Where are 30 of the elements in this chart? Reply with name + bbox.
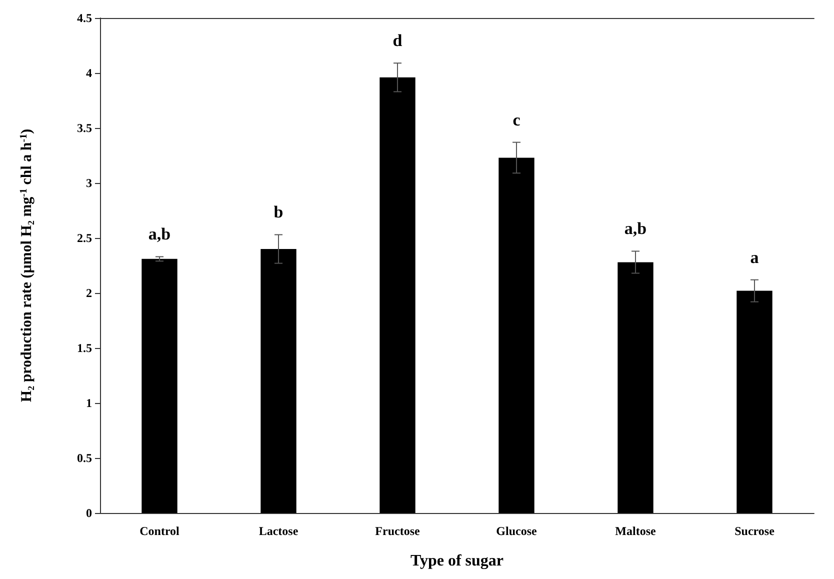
x-tick-label: Control (140, 524, 180, 538)
bar (498, 158, 534, 513)
annotation: d (392, 31, 403, 50)
x-tick-label: Maltose (615, 524, 656, 538)
y-tick-label: 2 (86, 286, 92, 300)
annotation: c (512, 110, 521, 130)
annotation: b (274, 202, 284, 222)
bar (618, 262, 654, 513)
x-tick-label: Fructose (375, 524, 420, 538)
y-tick-label: 0 (86, 506, 92, 520)
y-tick-label: 4 (86, 66, 92, 80)
x-axis-title: Type of sugar (410, 552, 504, 570)
y-tick-label: 0.5 (77, 451, 92, 465)
x-tick-label: Glucose (496, 524, 538, 538)
y-axis-title: H₂ production rate (µmol H₂ mg-1 chl a h-1) (18, 128, 35, 402)
x-tick-label: Sucrose (734, 524, 776, 538)
annotation: a,b (148, 224, 171, 244)
annotation: a (750, 248, 760, 267)
annotation: a,b (624, 219, 647, 238)
y-tick-label: 3 (86, 176, 92, 190)
bar (142, 258, 178, 513)
bar (736, 290, 772, 513)
y-tick-label: 1 (86, 396, 92, 410)
y-tick-label: 4.5 (77, 11, 92, 25)
y-tick-label: 3.5 (77, 121, 92, 135)
bar (260, 249, 296, 513)
x-tick-label: Lactose (258, 524, 299, 538)
y-tick-label: 1.5 (77, 341, 92, 355)
bar (380, 77, 416, 513)
y-tick-label: 2.5 (77, 231, 92, 245)
